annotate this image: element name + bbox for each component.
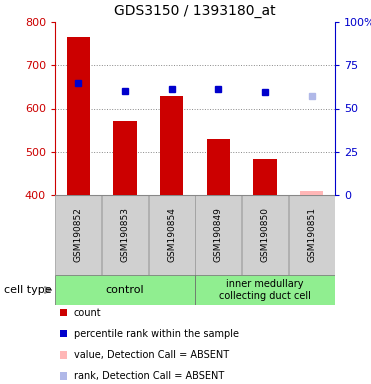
Text: percentile rank within the sample: percentile rank within the sample	[73, 329, 239, 339]
Bar	[60, 330, 67, 338]
Bar	[289, 195, 335, 275]
Text: value, Detection Call = ABSENT: value, Detection Call = ABSENT	[73, 350, 229, 360]
Text: GSM190851: GSM190851	[307, 207, 316, 263]
Text: inner medullary
collecting duct cell: inner medullary collecting duct cell	[219, 279, 311, 301]
Bar	[195, 275, 335, 305]
Bar	[60, 351, 67, 359]
Bar	[55, 275, 195, 305]
Text: rank, Detection Call = ABSENT: rank, Detection Call = ABSENT	[73, 371, 224, 381]
Bar	[60, 372, 67, 380]
Bar	[67, 37, 90, 195]
Text: GSM190852: GSM190852	[74, 208, 83, 262]
Bar	[242, 195, 288, 275]
Bar	[148, 195, 195, 275]
Text: GSM190850: GSM190850	[260, 207, 269, 263]
Text: GSM190849: GSM190849	[214, 208, 223, 262]
Bar	[60, 309, 67, 316]
Bar	[300, 191, 324, 195]
Text: GSM190853: GSM190853	[121, 207, 129, 263]
Bar	[253, 159, 277, 195]
Bar	[102, 195, 148, 275]
Bar	[160, 96, 183, 195]
Text: count: count	[73, 308, 101, 318]
Text: control: control	[106, 285, 144, 295]
Bar	[207, 139, 230, 195]
Bar	[195, 195, 242, 275]
Title: GDS3150 / 1393180_at: GDS3150 / 1393180_at	[114, 4, 276, 18]
Text: cell type: cell type	[4, 285, 51, 295]
Bar	[55, 195, 101, 275]
Bar	[113, 121, 137, 195]
Text: GSM190854: GSM190854	[167, 208, 176, 262]
